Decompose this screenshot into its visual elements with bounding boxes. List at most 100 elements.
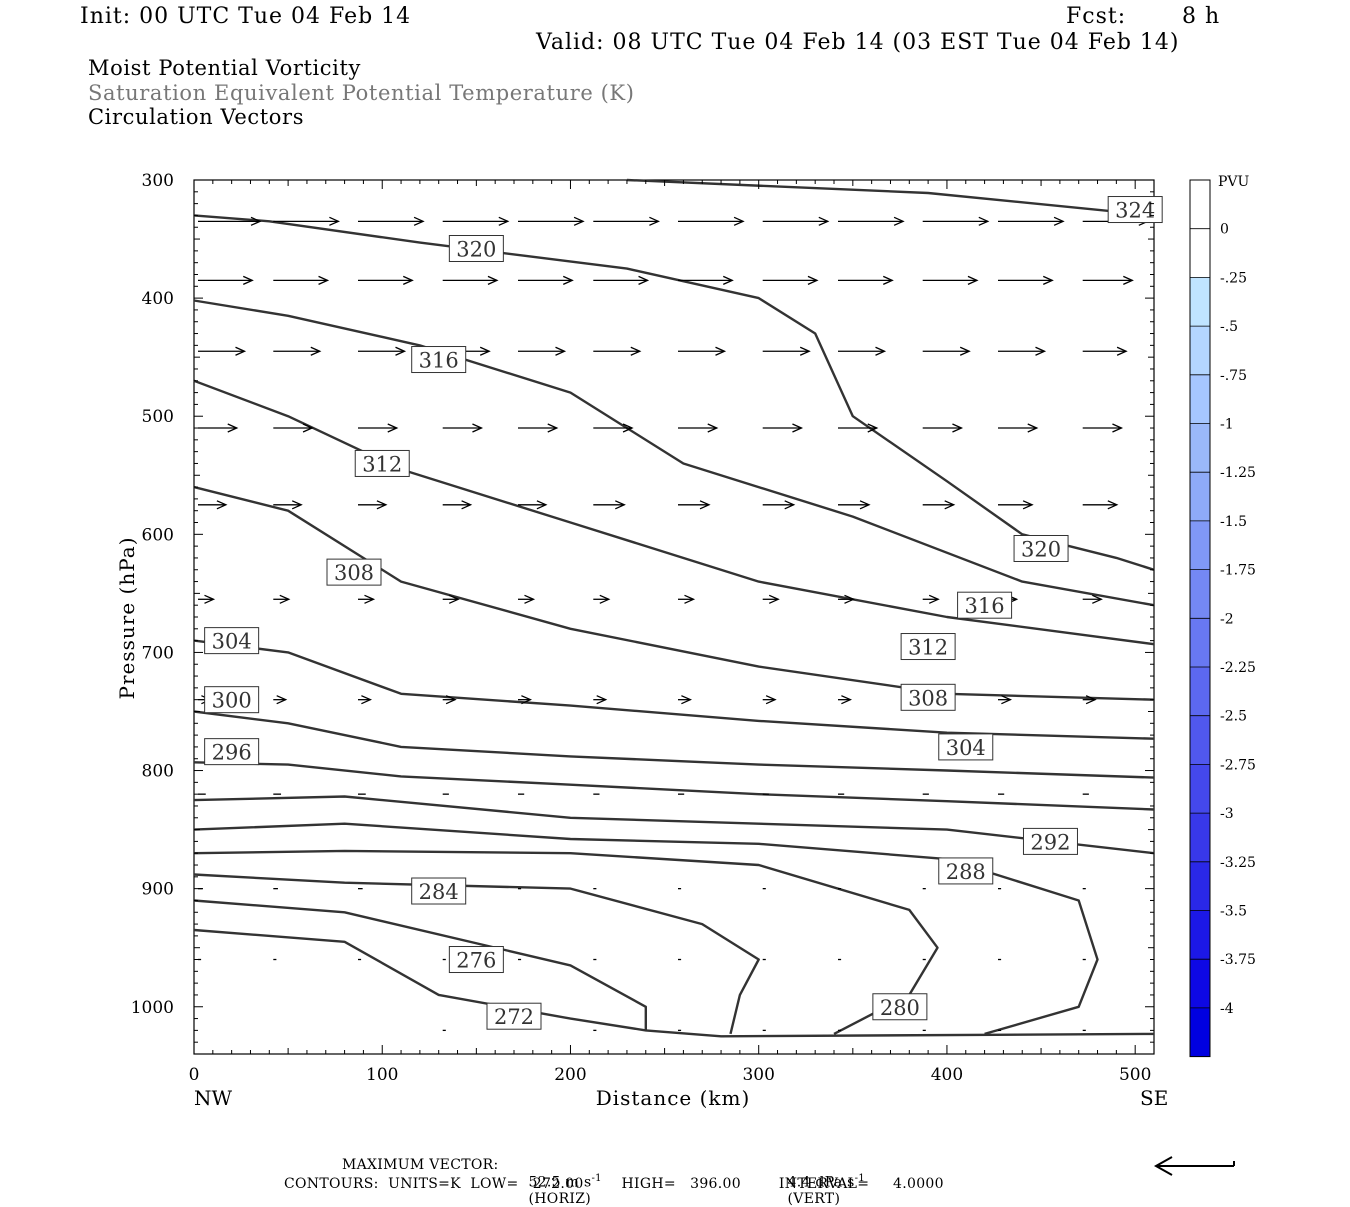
contour-label: 296 xyxy=(212,741,252,765)
colorbar-swatch xyxy=(1190,667,1210,716)
contour-label: 304 xyxy=(946,736,986,760)
colorbar-swatch xyxy=(1190,423,1210,473)
vector-arrowhead xyxy=(227,423,239,433)
forecast-value: 8 h xyxy=(1182,4,1221,29)
contour-label-box xyxy=(938,857,994,885)
vector-arrowhead xyxy=(768,594,780,604)
contour-label-box xyxy=(204,627,260,655)
vector-arrowhead xyxy=(792,423,804,433)
vector-arrowhead xyxy=(807,275,819,285)
contour-label: 292 xyxy=(1030,830,1070,854)
vector-arrowhead xyxy=(928,594,940,604)
vector-arrowhead xyxy=(302,423,314,433)
vector-arrowhead xyxy=(882,275,894,285)
vector-arrowhead xyxy=(279,594,291,604)
vector-arrowhead xyxy=(1112,423,1124,433)
vector-arrowhead xyxy=(978,216,990,226)
contour-292 xyxy=(193,795,1155,855)
field-title-sept: Saturation Equivalent Potential Temperat… xyxy=(88,81,635,105)
vector-arrowhead xyxy=(681,695,693,705)
vector-arrowhead xyxy=(1085,695,1097,705)
contour-label-box xyxy=(957,591,1013,619)
vector-arrowhead xyxy=(387,423,399,433)
colorbar-tick-label: -3 xyxy=(1220,806,1234,822)
vector-arrowhead xyxy=(487,275,499,285)
colorbar-swatch xyxy=(1190,277,1210,327)
vector-arrowhead xyxy=(952,423,964,433)
vector-arrowhead xyxy=(479,346,491,356)
colorbar-tick-label: -.5 xyxy=(1220,319,1238,335)
vector-arrowhead xyxy=(649,216,660,226)
contour-label-box xyxy=(900,683,956,711)
vector-arrowhead xyxy=(707,423,719,433)
valid-time: Valid: 08 UTC Tue 04 Feb 14 (03 EST Tue … xyxy=(536,30,1180,55)
vector-arrowhead xyxy=(1027,423,1039,433)
vector-arrowhead xyxy=(1042,275,1054,285)
vector-arrowhead xyxy=(893,216,905,226)
contour-label-box xyxy=(1013,534,1069,562)
x-tick-label: 500 xyxy=(1119,1065,1151,1085)
contour-300 xyxy=(193,710,1155,779)
colorbar-swatch xyxy=(1190,520,1210,570)
contour-label: 304 xyxy=(212,630,252,654)
colorbar-swatch xyxy=(1190,1007,1210,1057)
vector-arrowhead xyxy=(524,594,536,604)
vert-unit: (VERT) xyxy=(787,1190,841,1207)
contour-label: 272 xyxy=(494,1005,534,1029)
horiz-unit: (HORIZ) xyxy=(528,1190,592,1207)
vector-arrowhead xyxy=(615,500,626,510)
contour-label-box xyxy=(872,993,928,1021)
vector-arrowhead xyxy=(536,500,548,510)
vector-arrowhead xyxy=(361,695,373,705)
vector-arrowhead xyxy=(291,500,303,510)
reference-vector-icon xyxy=(1153,1156,1235,1176)
vector-arrowhead xyxy=(622,423,634,433)
vector-arrowhead xyxy=(959,346,971,356)
horiz-value: 52.5 m s xyxy=(528,1174,592,1191)
contour-label-box xyxy=(204,686,260,714)
horiz-exponent: -1 xyxy=(591,1173,602,1184)
y-tick-label: 400 xyxy=(142,289,174,309)
vector-arrowhead xyxy=(555,346,567,356)
x-tick-label: 0 xyxy=(189,1065,200,1085)
vector-arrowhead xyxy=(859,500,871,510)
field-title-vectors: Circulation Vectors xyxy=(88,105,305,129)
contour-labels: 324 320 320 316 316 312 312 308 308 304 304 300 296 2… xyxy=(204,196,1163,1030)
colorbar-tick-label: -1 xyxy=(1220,417,1234,433)
contour-label: 320 xyxy=(456,238,496,262)
x-tick-label: 400 xyxy=(931,1065,963,1085)
vector-arrowhead xyxy=(765,695,777,705)
vector-arrowhead xyxy=(573,216,585,226)
x-left-endpoint: NW xyxy=(194,1086,233,1110)
contour-label-box xyxy=(448,235,504,263)
forecast-label: Fcst: xyxy=(1066,4,1127,29)
contour-label-box xyxy=(938,733,994,761)
vector-arrowhead xyxy=(402,275,414,285)
vector-arrowhead xyxy=(1022,500,1034,510)
vector-arrowhead xyxy=(638,275,650,285)
field-title-mpv: Moist Potential Vorticity xyxy=(88,56,361,80)
contour-label: 300 xyxy=(212,689,252,713)
circulation-vectors xyxy=(198,216,1150,1032)
vert-exponent: -1 xyxy=(854,1173,866,1184)
vector-arrowhead xyxy=(733,216,745,226)
y-tick-label: 500 xyxy=(142,407,174,427)
contour-320 xyxy=(193,214,1155,571)
vector-arrowhead xyxy=(596,695,608,705)
vector-arrowhead xyxy=(318,275,330,285)
colorbar-swatch xyxy=(1190,374,1210,424)
contour-label: 308 xyxy=(908,686,948,710)
contour-label-box xyxy=(1107,196,1163,224)
vector-arrowhead xyxy=(329,216,340,226)
vector-arrowhead xyxy=(521,695,533,705)
x-tick-label: 200 xyxy=(554,1065,586,1085)
vector-arrowhead xyxy=(376,500,388,510)
vector-arrowhead xyxy=(967,275,979,285)
contour-label-box xyxy=(204,738,260,766)
vector-arrowhead xyxy=(1123,275,1134,285)
vector-arrowhead xyxy=(1035,346,1047,356)
colorbar-swatch xyxy=(1190,228,1210,278)
vector-arrowhead xyxy=(235,346,247,356)
y-tick-label: 900 xyxy=(142,880,174,900)
